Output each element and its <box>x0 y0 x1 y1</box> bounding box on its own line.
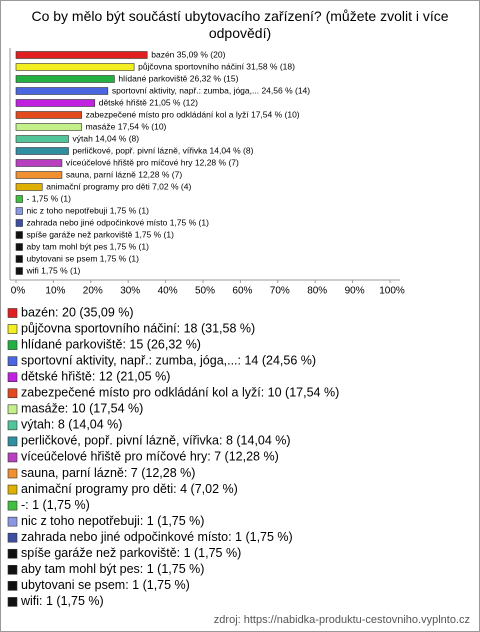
legend-swatch <box>7 404 18 415</box>
bar <box>15 51 148 59</box>
legend-label: hlídané parkoviště: 15 (26,32 %) <box>21 337 201 351</box>
bar <box>15 75 115 83</box>
legend-swatch <box>7 548 18 559</box>
legend-swatch <box>7 581 18 591</box>
x-tick-label: 40% <box>158 286 178 297</box>
bar-label: nic z toho nepotřebuji 1,75 % (1) <box>27 205 150 215</box>
x-tick-label: 20% <box>83 286 103 297</box>
source: zdroj: https://nabidka-produktu-cestovni… <box>214 614 470 626</box>
bar-label: masáže 17,54 % (10) <box>86 121 167 131</box>
legend-label: -: 1 (1,75 %) <box>21 498 90 512</box>
legend-swatch <box>7 372 18 383</box>
bar <box>15 147 69 155</box>
legend-label: dětské hřiště: 12 (21,05 %) <box>21 369 170 383</box>
legend-label: aby tam mohl být pes: 1 (1,75 %) <box>21 562 204 576</box>
bar <box>15 171 63 179</box>
bar-label: hlídané parkoviště 26,32 % (15) <box>118 73 238 83</box>
x-tick-label: 30% <box>120 286 140 297</box>
bar <box>15 207 23 215</box>
legend-swatch <box>7 597 18 607</box>
legend-label: animační programy pro děti: 4 (7,02 %) <box>21 482 238 496</box>
bar <box>15 87 109 95</box>
legend-label: bazén: 20 (35,09 %) <box>21 305 134 319</box>
legend-swatch <box>7 452 18 463</box>
bar <box>15 219 23 227</box>
legend-label: sauna, parní lázně: 7 (12,28 %) <box>21 466 195 480</box>
bar-label: animační programy pro děti 7,02 % (4) <box>46 181 191 191</box>
legend-swatch <box>7 420 18 431</box>
bar-label: spíše garáže než parkoviště 1,75 % (1) <box>27 229 175 239</box>
x-tick-label: 70% <box>270 286 290 297</box>
x-tick-label: 80% <box>307 286 327 297</box>
bar-label: - 1,75 % (1) <box>27 193 72 203</box>
bar <box>15 123 82 131</box>
bar <box>15 111 82 119</box>
legend-swatch <box>7 324 18 334</box>
bar <box>15 195 23 203</box>
legend-swatch <box>7 564 18 575</box>
bar-label: víceúčelové hřiště pro míčové hry 12,28 … <box>66 157 239 167</box>
legend-label: sportovní aktivity, např.: zumba, jóga,.… <box>21 353 316 367</box>
legend-label: půjčovna sportovního náčiní: 18 (31,58 %… <box>21 321 255 335</box>
bar <box>15 159 63 167</box>
bar-label: sportovní aktivity, např.: zumba, jóga,.… <box>112 85 310 95</box>
legend-label: nic z toho nepotřebuji: 1 (1,75 %) <box>21 514 204 528</box>
bar <box>15 267 23 275</box>
bar-label: výtah 14,04 % (8) <box>73 133 140 143</box>
legend-swatch <box>7 340 18 350</box>
bar <box>15 63 135 71</box>
bar-label: bazén 35,09 % (20) <box>151 49 225 59</box>
bar-label: wifi 1,75 % (1) <box>26 265 81 275</box>
bar-label: ubytovani se psem 1,75 % (1) <box>27 253 140 263</box>
legend-swatch <box>7 388 18 399</box>
bar-label: zahrada nebo jiné odpočinkové místo 1,75… <box>27 217 210 227</box>
x-tick-label: 60% <box>232 286 252 297</box>
legend-label: perličkové, popř. pivní lázně, vířivka: … <box>21 434 291 448</box>
legend-swatch <box>7 356 18 366</box>
x-tick-label: 0% <box>11 286 26 297</box>
legend-swatch <box>7 500 18 511</box>
x-tick-label: 10% <box>45 286 65 297</box>
legend-swatch <box>7 308 18 318</box>
legend-label: výtah: 8 (14,04 %) <box>21 418 122 432</box>
bar <box>15 231 23 239</box>
bar-label: půjčovna sportovního náčiní 31,58 % (18) <box>138 61 295 71</box>
legend-label: zabezpečené místo pro odkládání kol a ly… <box>21 386 339 400</box>
bar-label: perličkové, popř. pivní lázně, vířivka 1… <box>73 145 254 155</box>
legend-swatch <box>7 484 18 495</box>
bar <box>15 243 23 251</box>
x-tick-label: 100% <box>379 286 405 297</box>
legend-label: spíše garáže než parkoviště: 1 (1,75 %) <box>21 546 241 560</box>
legend-label: masáže: 10 (17,54 %) <box>21 402 143 416</box>
bar-label: zabezpečené místo pro odkládání kol a ly… <box>86 109 300 119</box>
chart-title: Co by mělo být součástí ubytovacího zaří… <box>31 8 449 41</box>
legend-swatch <box>7 468 18 479</box>
bar <box>15 255 23 263</box>
legend-label: víceúčelové hřiště pro míčové hry: 7 (12… <box>21 450 279 464</box>
bar <box>15 183 43 191</box>
legend-label: wifi: 1 (1,75 %) <box>20 594 104 608</box>
x-tick-label: 90% <box>345 286 365 297</box>
x-tick-label: 50% <box>195 286 215 297</box>
bar-label: aby tam mohl být pes 1,75 % (1) <box>27 241 150 251</box>
legend-swatch <box>7 532 18 543</box>
legend-label: zahrada nebo jiné odpočinkové místo: 1 (… <box>21 530 293 544</box>
legend-label: ubytovani se psem: 1 (1,75 %) <box>21 578 190 592</box>
bar <box>15 135 69 143</box>
legend-swatch <box>7 516 18 527</box>
bar <box>15 99 96 107</box>
bar-label: dětské hřiště 21,05 % (12) <box>99 97 198 107</box>
bar-label: sauna, parní lázně 12,28 % (7) <box>66 169 182 179</box>
legend-swatch <box>7 436 18 447</box>
